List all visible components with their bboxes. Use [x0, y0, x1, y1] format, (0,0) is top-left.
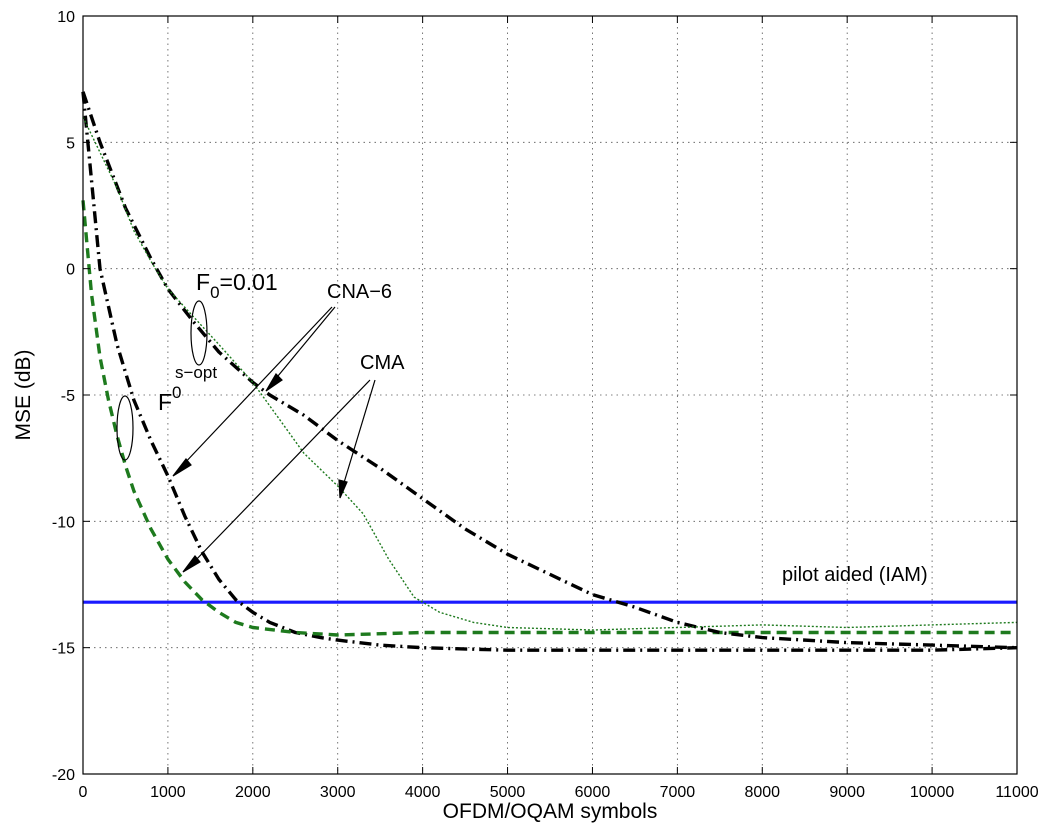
f0-opt-label: F — [158, 389, 172, 415]
x-tick-label: 2000 — [235, 784, 271, 801]
cma-arrow-1 — [182, 379, 371, 573]
series-line-2 — [81, 91, 1018, 652]
cna6-label: CNA−6 — [327, 281, 392, 303]
x-tick-label: 7000 — [660, 784, 696, 801]
x-tick-label: 9000 — [829, 784, 865, 801]
x-axis-label: OFDM/OQAM symbols — [443, 800, 658, 823]
y-tick-label: 0 — [66, 262, 75, 279]
x-tick-label: 8000 — [744, 784, 780, 801]
plot-frame — [82, 15, 1018, 775]
f0-fixed-sub: 0 — [210, 283, 219, 302]
y-tick-label: -20 — [52, 767, 75, 784]
annotation-arrows — [172, 306, 376, 573]
f0-fixed-rest: =0.01 — [220, 269, 278, 295]
y-axis-label: MSE (dB) — [12, 349, 35, 440]
pilot-label: pilot aided (IAM) — [782, 564, 928, 586]
series-line-5 — [82, 116, 1018, 631]
x-tick-label: 5000 — [490, 784, 526, 801]
cna6-arrow-2 — [265, 306, 336, 392]
cma-label: CMA — [360, 352, 405, 374]
cma-arrow-2 — [338, 379, 376, 499]
x-tick-label: 11000 — [995, 784, 1038, 801]
f0-fixed-main: F — [196, 269, 210, 295]
y-tick-label: -15 — [52, 641, 75, 658]
y-tick-label: -10 — [52, 514, 75, 531]
series-layer — [81, 91, 1018, 652]
y-tick-label: 10 — [57, 9, 75, 26]
tick-layer: 0 1000 2000 3000 4000 5000 6000 7000 8000 9000 100… — [52, 9, 1039, 801]
x-tick-label: 10000 — [910, 784, 955, 801]
f0-fixed-ellipse — [190, 300, 208, 366]
grid-layer — [83, 16, 1017, 774]
y-tick-label: 5 — [66, 135, 75, 152]
x-tick-label: 1000 — [150, 784, 186, 801]
f0-opt-main: F — [158, 389, 172, 415]
annotation-layer: F0=0.01 F 0 s−opt CNA−6 CMA pilot aided … — [116, 269, 928, 586]
f0-fixed-label: F0=0.01 — [196, 269, 278, 302]
cna6-arrow-1 — [172, 306, 333, 477]
series-line-3 — [81, 200, 1017, 637]
y-tick-label: -5 — [61, 388, 75, 405]
x-tick-label: 3000 — [320, 784, 356, 801]
f0-opt-sub: 0 — [172, 383, 181, 402]
f0-opt-sup: s−opt — [175, 363, 217, 382]
f0-opt-ellipse — [116, 395, 134, 461]
x-tick-label: 0 — [79, 784, 88, 801]
x-tick-label: 6000 — [575, 784, 611, 801]
series-line-4 — [81, 91, 1018, 650]
x-tick-label: 4000 — [405, 784, 441, 801]
